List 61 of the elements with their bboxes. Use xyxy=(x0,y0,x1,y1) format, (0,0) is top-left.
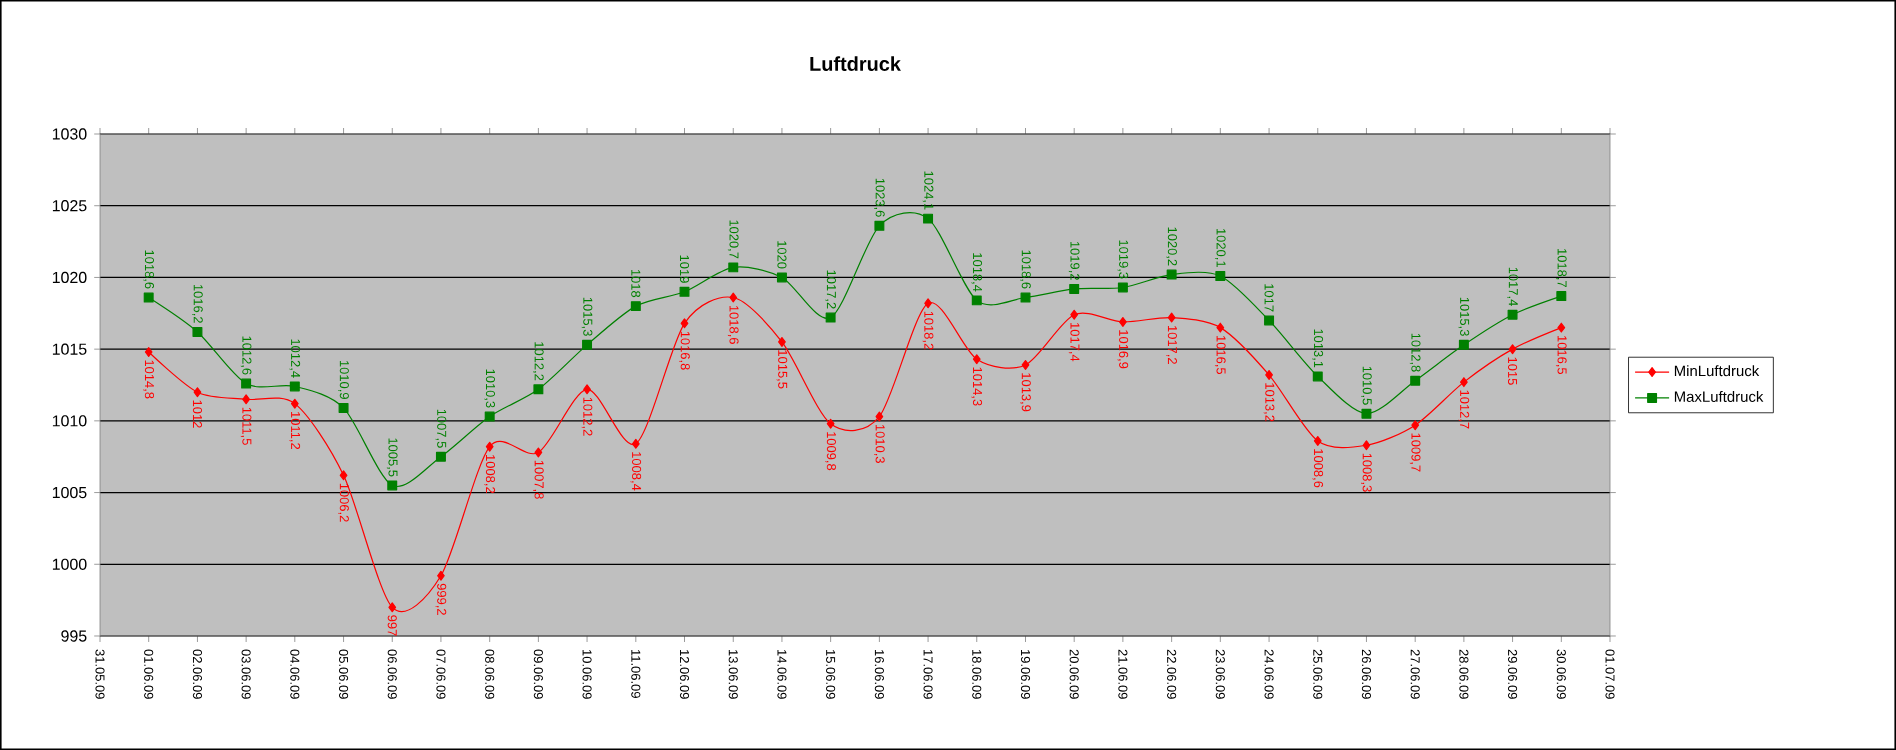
point xyxy=(1557,322,1566,333)
point xyxy=(728,262,739,273)
point xyxy=(582,339,593,350)
point xyxy=(1459,377,1468,388)
point xyxy=(1020,292,1031,303)
point xyxy=(1507,309,1518,320)
point xyxy=(1458,339,1469,350)
point xyxy=(1167,312,1176,323)
point xyxy=(1021,359,1030,370)
point xyxy=(1264,315,1275,326)
point xyxy=(435,451,446,462)
point xyxy=(874,220,885,231)
point xyxy=(630,301,641,312)
point xyxy=(875,411,884,422)
point xyxy=(1265,369,1273,380)
point xyxy=(534,447,543,458)
point xyxy=(972,354,981,365)
point xyxy=(583,384,591,395)
point xyxy=(193,387,202,398)
point xyxy=(924,298,932,309)
point xyxy=(1313,435,1322,446)
point xyxy=(338,402,349,413)
point xyxy=(1362,440,1371,451)
point xyxy=(1069,283,1080,294)
point xyxy=(533,384,544,395)
point xyxy=(680,318,689,329)
point xyxy=(485,441,494,452)
chart-title: Luftdruck xyxy=(810,56,901,71)
point xyxy=(144,347,153,357)
point xyxy=(1166,269,1177,280)
point xyxy=(729,292,738,303)
point xyxy=(971,295,982,306)
point xyxy=(242,394,251,405)
point xyxy=(192,326,203,337)
point xyxy=(241,378,252,389)
point xyxy=(776,272,787,283)
point xyxy=(826,418,835,429)
point xyxy=(1556,291,1567,302)
point xyxy=(1312,371,1323,382)
point xyxy=(1215,271,1226,281)
point xyxy=(1070,309,1079,320)
point xyxy=(437,570,445,581)
point xyxy=(1118,316,1127,327)
point xyxy=(679,286,690,297)
point xyxy=(1508,344,1517,355)
point xyxy=(1410,375,1421,386)
point xyxy=(923,213,934,224)
point xyxy=(1117,282,1128,293)
point xyxy=(484,411,495,422)
point xyxy=(778,336,786,347)
point xyxy=(387,480,398,491)
point xyxy=(1361,408,1372,419)
point xyxy=(290,398,299,409)
point xyxy=(825,312,836,323)
point xyxy=(388,602,397,613)
point xyxy=(339,470,348,481)
point xyxy=(631,438,640,449)
point xyxy=(143,292,154,303)
point xyxy=(1411,420,1420,431)
point xyxy=(289,381,300,392)
point xyxy=(1216,322,1225,333)
